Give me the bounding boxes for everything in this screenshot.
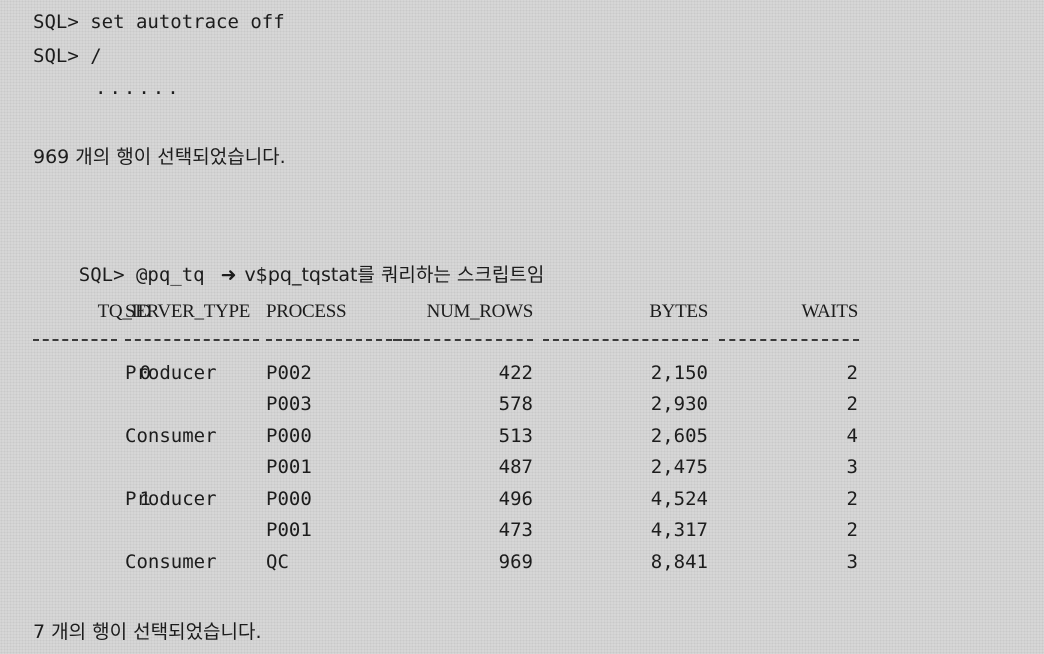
bytes-cell: 8,841	[650, 550, 708, 573]
num-rows-cell: 422	[498, 361, 533, 384]
num-rows-cell: 496	[498, 487, 533, 510]
header-process: PROCESS	[266, 301, 347, 322]
header-server-type: SERVER_TYPE	[125, 301, 251, 322]
waits-cell: 2	[846, 361, 858, 384]
separator-bytes	[543, 339, 708, 341]
command-text: SQL> @pq_tq	[78, 264, 205, 286]
num-rows-cell: 969	[498, 550, 533, 573]
server-type-cell: Consumer	[125, 550, 217, 573]
rows-selected-message-2: 7 개의 행이 선택되었습니다.	[33, 621, 262, 643]
command-line-rerun: SQL> /	[33, 45, 102, 67]
process-cell: P001	[266, 456, 312, 478]
separator-tq-id	[33, 339, 117, 341]
server-type-cell: Consumer	[125, 424, 217, 447]
rows-selected-message-1: 969 개의 행이 선택되었습니다.	[33, 146, 286, 168]
tqstat-result-table: TQ_ID SERVER_TYPE PROCESS NUM_ROWS BYTES…	[33, 296, 863, 578]
separator-process	[266, 339, 412, 341]
waits-cell: 3	[846, 456, 858, 478]
tq-id-cell: 1	[139, 487, 151, 510]
waits-cell: 2	[846, 393, 858, 415]
num-rows-cell: 487	[498, 456, 533, 478]
waits-cell: 3	[846, 550, 858, 573]
process-cell: QC	[266, 550, 289, 573]
waits-cell: 2	[846, 519, 858, 541]
waits-cell: 2	[846, 487, 858, 510]
omitted-output-dots: ......	[95, 77, 182, 99]
num-rows-cell: 513	[498, 424, 533, 447]
bytes-cell: 2,605	[650, 424, 708, 447]
bytes-cell: 2,475	[650, 456, 708, 478]
separator-row	[33, 328, 863, 358]
bytes-cell: 4,317	[650, 519, 708, 541]
header-tq-id: TQ_ID	[97, 301, 152, 322]
bytes-cell: 4,524	[650, 487, 708, 510]
table-body: 0 Producer P002 422 2,150 2 P003 578 2,930 2 Consu…	[33, 358, 863, 579]
server-type-cell: Producer	[125, 361, 217, 384]
header-num-rows: NUM_ROWS	[426, 301, 534, 322]
process-cell: P000	[266, 424, 312, 447]
num-rows-cell: 578	[498, 393, 533, 415]
right-arrow-icon: ➜	[220, 264, 237, 286]
table-row: P001 487 2,475 3	[33, 452, 863, 484]
bytes-cell: 2,930	[650, 393, 708, 415]
process-cell: P001	[266, 519, 312, 541]
header-bytes: BYTES	[649, 301, 708, 322]
table-header-row: TQ_ID SERVER_TYPE PROCESS NUM_ROWS BYTES…	[33, 296, 863, 328]
table-row: P001 473 4,317 2	[33, 515, 863, 547]
table-row: 0 Producer P002 422 2,150 2	[33, 358, 863, 390]
process-cell: P002	[266, 361, 312, 384]
separator-server-type	[125, 339, 259, 341]
num-rows-cell: 473	[498, 519, 533, 541]
command-annotation: v$pq_tqstat를 쿼리하는 스크립트임	[244, 264, 545, 286]
table-row: Consumer QC 969 8,841 3	[33, 547, 863, 579]
process-cell: P003	[266, 393, 312, 415]
server-type-cell: Producer	[125, 487, 217, 510]
separator-num-rows	[393, 339, 533, 341]
command-line-pq-tq: SQL> @pq_tq ➜ v$pq_tqstat를 쿼리하는 스크립트임	[33, 239, 545, 311]
waits-cell: 4	[846, 424, 858, 447]
table-row: P003 578 2,930 2	[33, 389, 863, 421]
tq-id-cell: 0	[139, 361, 151, 384]
command-line-autotrace: SQL> set autotrace off	[33, 11, 285, 33]
separator-waits	[719, 339, 859, 341]
header-waits: WAITS	[801, 301, 858, 322]
process-cell: P000	[266, 487, 312, 510]
table-row: 1 Producer P000 496 4,524 2	[33, 484, 863, 516]
table-row: Consumer P000 513 2,605 4	[33, 421, 863, 453]
bytes-cell: 2,150	[650, 361, 708, 384]
